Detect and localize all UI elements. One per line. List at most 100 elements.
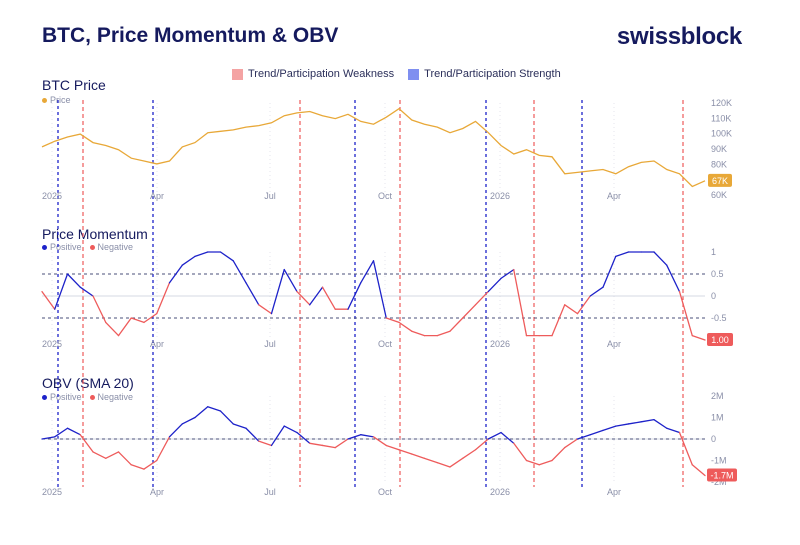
- series-segment: [207, 406, 222, 412]
- chart-title: BTC, Price Momentum & OBV: [42, 24, 339, 47]
- momentum-negative-label: Negative: [97, 242, 134, 252]
- last-value-label: -1.7M: [710, 471, 733, 481]
- series-segment: [360, 260, 375, 284]
- series-segment: [398, 321, 413, 332]
- x-tick-label: Jul: [264, 191, 276, 201]
- series-segment: [258, 304, 273, 315]
- series-segment: [602, 255, 617, 288]
- obv-negative-label: Negative: [97, 392, 134, 402]
- legend-weakness: Trend/Participation Weakness: [232, 68, 394, 80]
- momentum-positive-dot: [42, 244, 47, 250]
- series-segment: [372, 436, 387, 447]
- series-segment: [474, 438, 489, 451]
- y-tick-label: 1M: [711, 413, 724, 423]
- series-segment: [589, 429, 604, 436]
- last-value-badge: [707, 468, 737, 482]
- series-segment: [691, 334, 706, 341]
- series-segment: [309, 286, 324, 306]
- series-segment: [551, 446, 566, 462]
- series-segment: [181, 416, 196, 425]
- series-segment: [678, 290, 693, 337]
- marker-legend: Trend/Participation Weakness Trend/Parti…: [232, 68, 561, 80]
- series-segment: [525, 459, 540, 466]
- series-segment: [41, 290, 56, 310]
- obv-negative-dot: [89, 394, 95, 400]
- series-segment: [513, 268, 528, 337]
- weakness-swatch: [232, 68, 243, 80]
- momentum-positive-label: Positive: [50, 242, 82, 252]
- series-segment: [117, 317, 132, 337]
- x-tick-label: 2025: [42, 339, 62, 349]
- series-segment: [615, 423, 630, 427]
- panel-title-obv: OBV (SMA 20): [42, 375, 134, 391]
- series-segment: [66, 273, 81, 288]
- series-segment: [411, 330, 426, 337]
- series-segment: [41, 436, 56, 440]
- legend-weakness-label: Trend/Participation Weakness: [248, 68, 395, 80]
- series-segment: [653, 418, 668, 429]
- series-segment: [245, 282, 260, 306]
- series-segment: [398, 449, 413, 455]
- series-segment: [130, 464, 145, 470]
- x-tick-label: 2025: [42, 487, 62, 497]
- series-segment: [54, 273, 69, 310]
- legend-strength: Trend/Participation Strength: [408, 68, 561, 80]
- series-segment: [500, 268, 515, 280]
- strength-swatch: [408, 68, 420, 80]
- last-value-label: 1.00: [711, 335, 729, 345]
- price-last-value-label: 67K: [712, 176, 728, 186]
- series-segment: [474, 290, 489, 306]
- price-last-value-badge: [708, 173, 732, 187]
- y-tick-label: -0.5: [711, 313, 727, 323]
- series-segment: [105, 451, 120, 460]
- obv-legend: Positive Negative: [42, 392, 133, 402]
- series-segment: [538, 459, 553, 466]
- series-segment: [640, 418, 655, 423]
- y-tick-label: -2M: [711, 477, 727, 487]
- series-segment: [462, 304, 477, 319]
- series-segment: [500, 431, 515, 444]
- series-segment: [219, 251, 234, 262]
- series-segment: [436, 330, 451, 337]
- series-segment: [309, 442, 324, 447]
- series-segment: [92, 295, 107, 324]
- series-segment: [283, 425, 298, 434]
- series-segment: [666, 427, 681, 434]
- x-tick-label: Oct: [378, 191, 393, 201]
- price-series-line: [41, 107, 706, 188]
- x-tick-label: Oct: [378, 487, 393, 497]
- series-segment: [92, 451, 107, 460]
- last-value-badge: [707, 333, 733, 346]
- series-segment: [576, 434, 591, 440]
- series-segment: [602, 425, 617, 432]
- series-segment: [194, 251, 209, 258]
- y-tick-label: 1: [711, 247, 716, 257]
- series-segment: [143, 312, 158, 324]
- series-segment: [296, 290, 311, 306]
- series-segment: [564, 438, 579, 449]
- series-segment: [232, 423, 247, 429]
- brand-logo: swissblock: [616, 23, 742, 50]
- y-tick-label: -1M: [711, 456, 727, 466]
- x-tick-label: Jul: [264, 339, 276, 349]
- series-segment: [245, 427, 260, 442]
- price-legend: Price: [42, 95, 71, 105]
- y-tick-label: 2M: [711, 391, 724, 401]
- series-segment: [449, 317, 464, 332]
- series-segment: [627, 421, 642, 425]
- series-segment: [372, 260, 387, 319]
- series-segment: [385, 317, 400, 324]
- series-segment: [487, 277, 502, 293]
- panel-title-price: BTC Price: [42, 77, 106, 93]
- series-segment: [66, 427, 81, 436]
- series-segment: [513, 442, 528, 462]
- obv-positive-dot: [42, 394, 47, 400]
- x-tick-label: Apr: [607, 339, 621, 349]
- x-tick-label: 2026: [490, 191, 510, 201]
- series-segment: [130, 317, 145, 324]
- y-tick-label: 0: [711, 434, 716, 444]
- series-segment: [551, 304, 566, 337]
- series-segment: [321, 444, 336, 449]
- x-tick-label: Apr: [150, 191, 164, 201]
